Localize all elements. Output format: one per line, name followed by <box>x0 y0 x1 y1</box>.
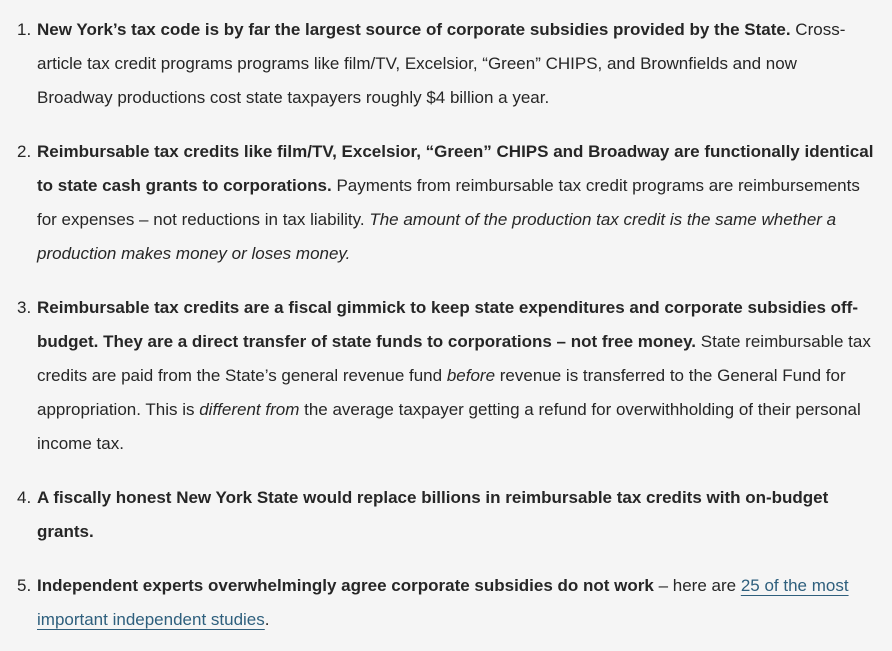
list-item-number: 5. <box>17 576 32 595</box>
key-points-list: 1. New York’s tax code is by far the lar… <box>17 13 874 637</box>
list-item: 4. A fiscally honest New York State woul… <box>17 481 874 549</box>
text-segment-bold: A fiscally honest New York State would r… <box>37 488 829 541</box>
list-item: 5. Independent experts overwhelmingly ag… <box>17 569 874 637</box>
independent-studies-link[interactable]: 25 of the most important independent stu… <box>37 576 849 629</box>
text-segment-regular: – here are <box>653 576 741 595</box>
text-segment-regular: revenue is transferred to the General Fu… <box>37 366 846 419</box>
text-segment-italic: before <box>446 366 496 385</box>
text-segment-regular: State reimbursable tax credits are paid … <box>37 332 871 385</box>
list-item-text: Reimbursable tax credits like film/TV, E… <box>37 135 874 271</box>
text-segment-italic: The amount of the production tax credit … <box>37 210 837 263</box>
text-segment-bold: Reimbursable tax credits are a fiscal gi… <box>37 298 858 351</box>
text-segment-bold: New York’s tax code is by far the larges… <box>37 20 791 39</box>
list-item-text: A fiscally honest New York State would r… <box>37 481 874 549</box>
list-item-text: Reimbursable tax credits are a fiscal gi… <box>37 291 874 461</box>
text-segment-italic: different from <box>199 400 300 419</box>
article-body: 1. New York’s tax code is by far the lar… <box>17 13 874 637</box>
text-segment-regular: the average taxpayer getting a refund fo… <box>37 400 861 453</box>
list-item-number: 1. <box>17 20 32 39</box>
list-item-number: 2. <box>17 142 32 161</box>
list-item-text: New York’s tax code is by far the larges… <box>37 13 874 115</box>
text-segment-regular: Payments from reimbursable tax credit pr… <box>37 176 860 229</box>
list-item-text: Independent experts overwhelmingly agree… <box>37 569 874 637</box>
text-segment-bold: Reimbursable tax credits like film/TV, E… <box>37 142 874 195</box>
list-item-number: 3. <box>17 298 32 317</box>
list-item-number: 4. <box>17 488 32 507</box>
list-item: 2. Reimbursable tax credits like film/TV… <box>17 135 874 271</box>
text-segment-bold: Independent experts overwhelmingly agree… <box>37 576 654 595</box>
text-segment-regular: Cross-article tax credit programs progra… <box>37 20 846 107</box>
list-item: 3. Reimbursable tax credits are a fiscal… <box>17 291 874 461</box>
list-item: 1. New York’s tax code is by far the lar… <box>17 13 874 115</box>
text-segment-regular: . <box>264 610 270 629</box>
